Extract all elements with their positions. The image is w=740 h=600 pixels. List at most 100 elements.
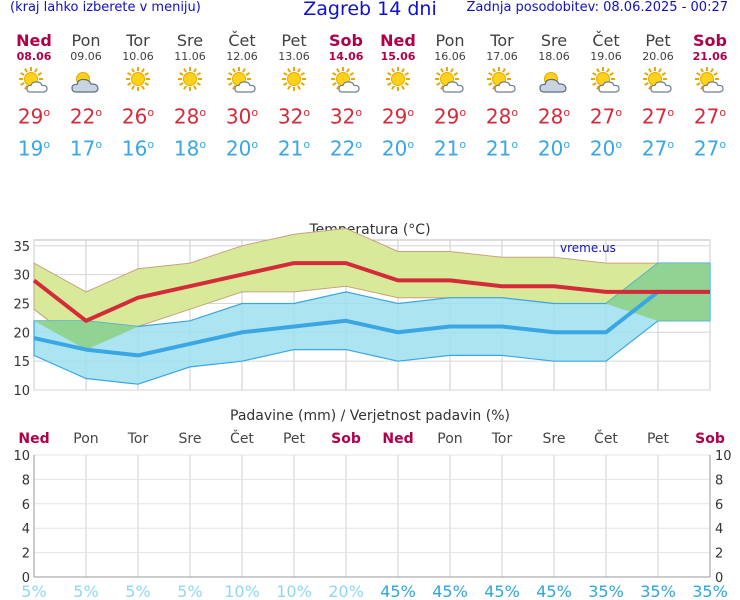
precip-chart-title: Padavine (mm) / Verjetnost padavin (%): [230, 408, 510, 424]
precip-y-tick-left: 8: [22, 473, 30, 488]
day-name: Čet: [592, 31, 620, 50]
precip-day-label: Pet: [647, 431, 670, 447]
min-temp: 18o: [173, 136, 207, 161]
degree-mark: o: [719, 137, 727, 151]
precip-day-label: Tor: [127, 431, 149, 447]
degree-mark: o: [251, 137, 259, 151]
temp-y-tick: 15: [13, 355, 30, 370]
day-date: 09.06: [70, 50, 102, 63]
partly-sunny-icon: [18, 67, 50, 95]
precip-probability: 45%: [432, 582, 468, 600]
min-temp: 27o: [693, 136, 727, 161]
precip-day-label: Čet: [594, 429, 618, 447]
day-name: Sob: [693, 31, 727, 50]
max-temp: 22o: [69, 104, 103, 129]
day-column: Pon 09.06 22o 17o: [60, 32, 112, 161]
precip-y-tick-right: 6: [715, 498, 723, 513]
day-column: Pon 16.06 29o 21o: [424, 32, 476, 161]
day-column: Sob 21.06 27o 27o: [684, 31, 736, 161]
min-temp: 20o: [381, 136, 415, 161]
temp-y-tick: 25: [13, 297, 30, 312]
min-temp: 21o: [277, 136, 311, 161]
last-update: Zadnja posodobitev: 08.06.2025 - 00:27: [466, 0, 728, 15]
degree-mark: o: [95, 137, 103, 151]
precip-y-tick-right: 4: [715, 522, 723, 537]
degree-mark: o: [615, 106, 623, 119]
min-temp-line: [33, 289, 710, 358]
degree-mark: o: [563, 106, 571, 119]
min-temp: 20o: [225, 136, 259, 161]
min-temp: 16o: [121, 136, 155, 161]
min-temp: 27o: [641, 136, 675, 161]
degree-mark: o: [667, 106, 675, 119]
degree-mark: o: [251, 106, 259, 119]
sun-icon: [122, 67, 154, 95]
partly-sunny-icon: [642, 67, 674, 95]
degree-mark: o: [43, 137, 51, 151]
degree-mark: o: [719, 106, 727, 119]
precip-y-tick-right: 2: [715, 547, 723, 562]
precip-day-label: Sre: [179, 431, 202, 447]
precip-probability: 20%: [328, 582, 364, 600]
degree-mark: o: [355, 106, 363, 119]
day-column: Tor 17.06 28o 21o: [476, 31, 528, 161]
day-name: Tor: [490, 31, 514, 50]
partly-sunny-icon: [330, 67, 362, 95]
precip-y-tick-left: 4: [22, 522, 30, 537]
max-temp: 27o: [693, 104, 727, 129]
precip-probability: 10%: [224, 582, 260, 600]
day-date: 18.06: [538, 50, 570, 63]
max-temp: 32o: [329, 104, 363, 129]
precip-day-label: Ned: [382, 431, 413, 447]
watermark: vreme.us: [560, 241, 616, 255]
degree-mark: o: [147, 106, 155, 119]
precip-y-tick-left: 2: [22, 547, 30, 562]
temp-y-tick: 35: [13, 240, 30, 255]
precip-day-label: Čet: [230, 429, 254, 447]
precip-y-tick-left: 6: [22, 498, 30, 513]
cloudy-sun-icon: [538, 67, 570, 95]
day-date: 20.06: [642, 50, 674, 63]
degree-mark: o: [199, 106, 207, 119]
max-temp: 27o: [589, 104, 623, 129]
degree-mark: o: [667, 137, 675, 151]
day-date: 14.06: [328, 50, 364, 63]
degree-mark: o: [511, 106, 519, 119]
max-temp: 28o: [485, 104, 519, 129]
degree-mark: o: [303, 137, 311, 151]
degree-mark: o: [147, 137, 155, 151]
degree-mark: o: [355, 137, 363, 151]
precip-probability: 35%: [588, 582, 624, 600]
page-title: Zagreb 14 dni: [303, 0, 437, 20]
day-date: 19.06: [590, 50, 622, 63]
day-name: Sob: [329, 31, 363, 50]
sun-icon: [278, 67, 310, 95]
day-column: Sre 11.06 28o 18o: [164, 32, 216, 161]
day-column: Sre 18.06 28o 20o: [528, 32, 580, 161]
min-temp: 19o: [17, 136, 51, 161]
region-select-hint[interactable]: (kraj lahko izberete v meniju): [10, 0, 201, 15]
day-column: Ned 15.06 29o 20o: [372, 32, 424, 161]
partly-sunny-icon: [486, 67, 518, 95]
partly-sunny-icon: [434, 67, 466, 95]
day-date: 13.06: [278, 50, 310, 63]
precip-day-label: Ned: [18, 431, 49, 447]
min-temp: 20o: [537, 136, 571, 161]
max-temp: 28o: [173, 104, 207, 129]
partly-sunny-icon: [590, 67, 622, 95]
degree-mark: o: [303, 106, 311, 119]
max-temp: 32o: [277, 104, 311, 129]
day-date: 15.06: [380, 50, 416, 63]
precip-day-label: Sre: [543, 431, 566, 447]
day-date: 11.06: [174, 50, 206, 63]
min-temp: 17o: [69, 136, 103, 161]
degree-mark: o: [95, 106, 103, 119]
precip-probability: 10%: [276, 582, 312, 600]
day-name: Tor: [126, 31, 150, 50]
max-temp: 29o: [381, 104, 415, 129]
day-column: Čet 12.06 30o 20o: [216, 32, 268, 161]
precip-probability: 35%: [640, 582, 676, 600]
day-date: 12.06: [226, 50, 258, 63]
temp-y-tick: 10: [13, 384, 30, 399]
